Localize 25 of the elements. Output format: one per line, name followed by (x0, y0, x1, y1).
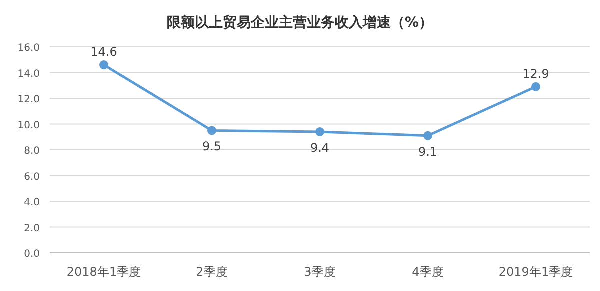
x-tick-label: 2季度 (196, 265, 228, 279)
y-tick-label: 8.0 (24, 146, 40, 157)
data-label: 9.1 (418, 144, 438, 159)
x-tick-label: 2018年1季度 (66, 265, 142, 279)
x-tick-label: 3季度 (304, 265, 336, 279)
point (532, 82, 540, 92)
y-tick-label: 2.0 (24, 223, 40, 234)
chart-title: 限额以上贸易企业主营业务收入增速（%） (166, 14, 434, 31)
x-tick-label: 4季度 (412, 265, 444, 279)
y-tick-label: 6.0 (24, 172, 40, 183)
y-tick-label: 14.0 (18, 68, 40, 80)
point (208, 126, 216, 136)
data-label: 9.5 (202, 140, 222, 154)
data-label: 12.9 (522, 66, 550, 81)
y-tick-label: 16.0 (18, 43, 40, 54)
y-tick-label: 0.0 (24, 249, 40, 260)
point (316, 127, 324, 136)
y-tick-label: 10.0 (18, 120, 40, 132)
data-label: 14.6 (90, 45, 118, 60)
point (424, 131, 432, 140)
data-label: 9.4 (310, 140, 330, 155)
point (100, 60, 108, 70)
x-tick-label: 2019年1季度 (498, 265, 574, 279)
y-tick-label: 12.0 (18, 94, 40, 106)
y-tick-label: 4.0 (24, 198, 40, 208)
